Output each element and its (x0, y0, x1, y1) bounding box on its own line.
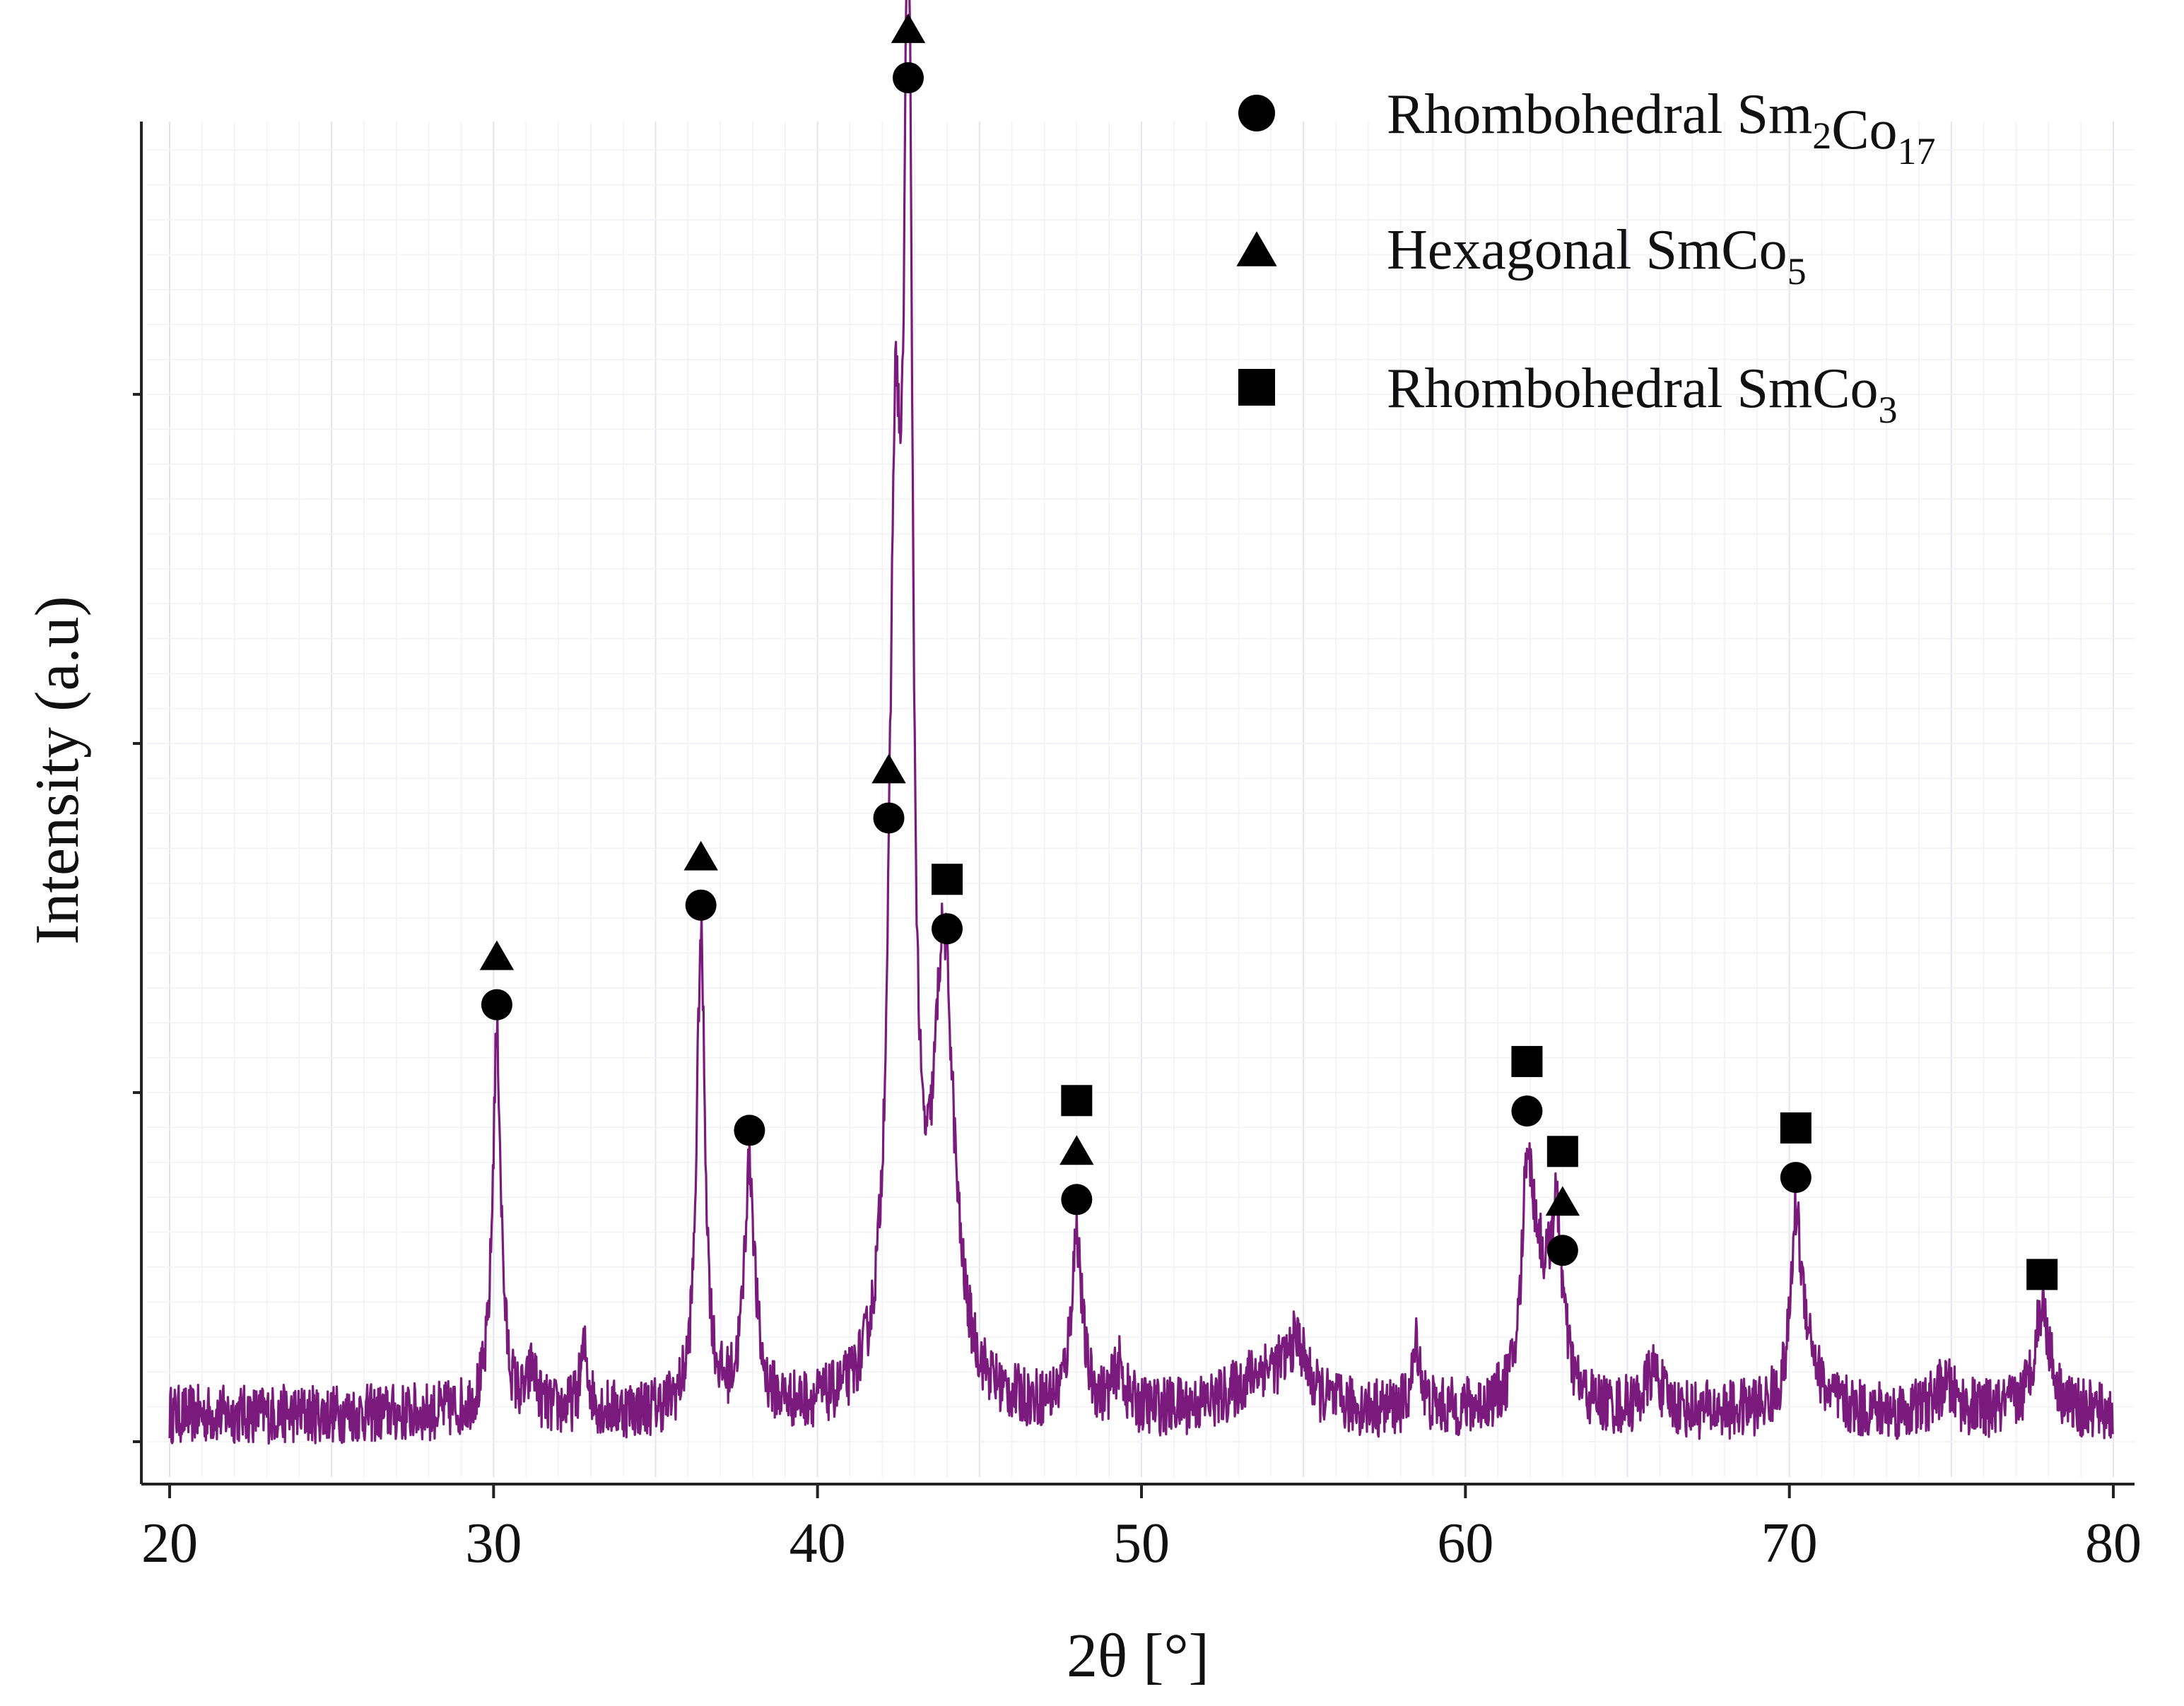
y-ticks (133, 393, 141, 1443)
peak-annotation (871, 753, 906, 834)
square-marker (2026, 1259, 2058, 1290)
peak-annotation (1545, 1136, 1580, 1266)
x-tick-label: 80 (2085, 1512, 2142, 1575)
x-axis-title: 2θ [°] (1067, 1622, 1209, 1690)
x-tick-label: 20 (141, 1512, 198, 1575)
series-layer (168, 0, 2114, 1445)
square-marker (932, 864, 963, 895)
peak-annotation (1780, 1112, 1812, 1194)
legend-label: Rhombohedral SmCo3 (1387, 358, 1898, 431)
triangle-marker (683, 840, 718, 871)
square-marker (1511, 1046, 1543, 1078)
peak-annotation (479, 940, 515, 1020)
triangle-marker (1236, 231, 1277, 266)
axes (140, 122, 2135, 1486)
x-tick-label: 30 (465, 1512, 522, 1575)
square-marker (1061, 1085, 1093, 1117)
square-marker (1238, 369, 1275, 406)
circle-marker (1061, 1184, 1093, 1216)
legend-item: Rhombohedral Sm2Co17 (1238, 83, 1936, 172)
triangle-marker (891, 13, 926, 43)
legend-item: Rhombohedral SmCo3 (1238, 358, 1898, 431)
peak-annotation (932, 864, 963, 945)
peak-annotation (891, 13, 926, 93)
y-axis-title: Intensity (a.u) (23, 596, 92, 945)
square-marker (1546, 1136, 1578, 1167)
x-tick-label: 60 (1437, 1512, 1493, 1575)
legend: Rhombohedral Sm2Co17 Hexagonal SmCo5 Rhomb… (1236, 83, 1936, 431)
circle-marker (893, 62, 924, 93)
triangle-marker (871, 753, 906, 784)
legend-item: Hexagonal SmCo5 (1236, 219, 1807, 293)
x-tick-label: 50 (1113, 1512, 1170, 1575)
triangle-marker (1059, 1135, 1094, 1165)
peak-annotation (2026, 1259, 2058, 1290)
circle-marker (1780, 1162, 1812, 1194)
circle-marker (481, 989, 512, 1020)
peak-annotation (1059, 1085, 1094, 1216)
xrd-series-line (168, 0, 2114, 1445)
triangle-marker (479, 940, 515, 970)
x-ticks: 20 30 40 50 60 70 80 (141, 1484, 2142, 1575)
peak-annotation (683, 840, 718, 921)
x-tick-label: 40 (789, 1512, 846, 1575)
circle-marker (1546, 1235, 1578, 1266)
peak-annotation (1511, 1046, 1543, 1127)
peak-annotation (734, 1114, 765, 1146)
circle-marker (932, 913, 963, 945)
legend-label: Hexagonal SmCo5 (1387, 219, 1807, 293)
circle-marker (1511, 1095, 1543, 1127)
circle-marker (734, 1114, 765, 1146)
circle-marker (685, 889, 717, 921)
x-tick-label: 70 (1761, 1512, 1818, 1575)
triangle-marker (1545, 1186, 1580, 1216)
legend-label: Rhombohedral Sm2Co17 (1387, 83, 1936, 172)
square-marker (1780, 1112, 1812, 1144)
plot-grid (147, 122, 2135, 1477)
phase-annotations (479, 13, 2058, 1290)
circle-marker (1238, 95, 1275, 131)
circle-marker (873, 802, 905, 834)
